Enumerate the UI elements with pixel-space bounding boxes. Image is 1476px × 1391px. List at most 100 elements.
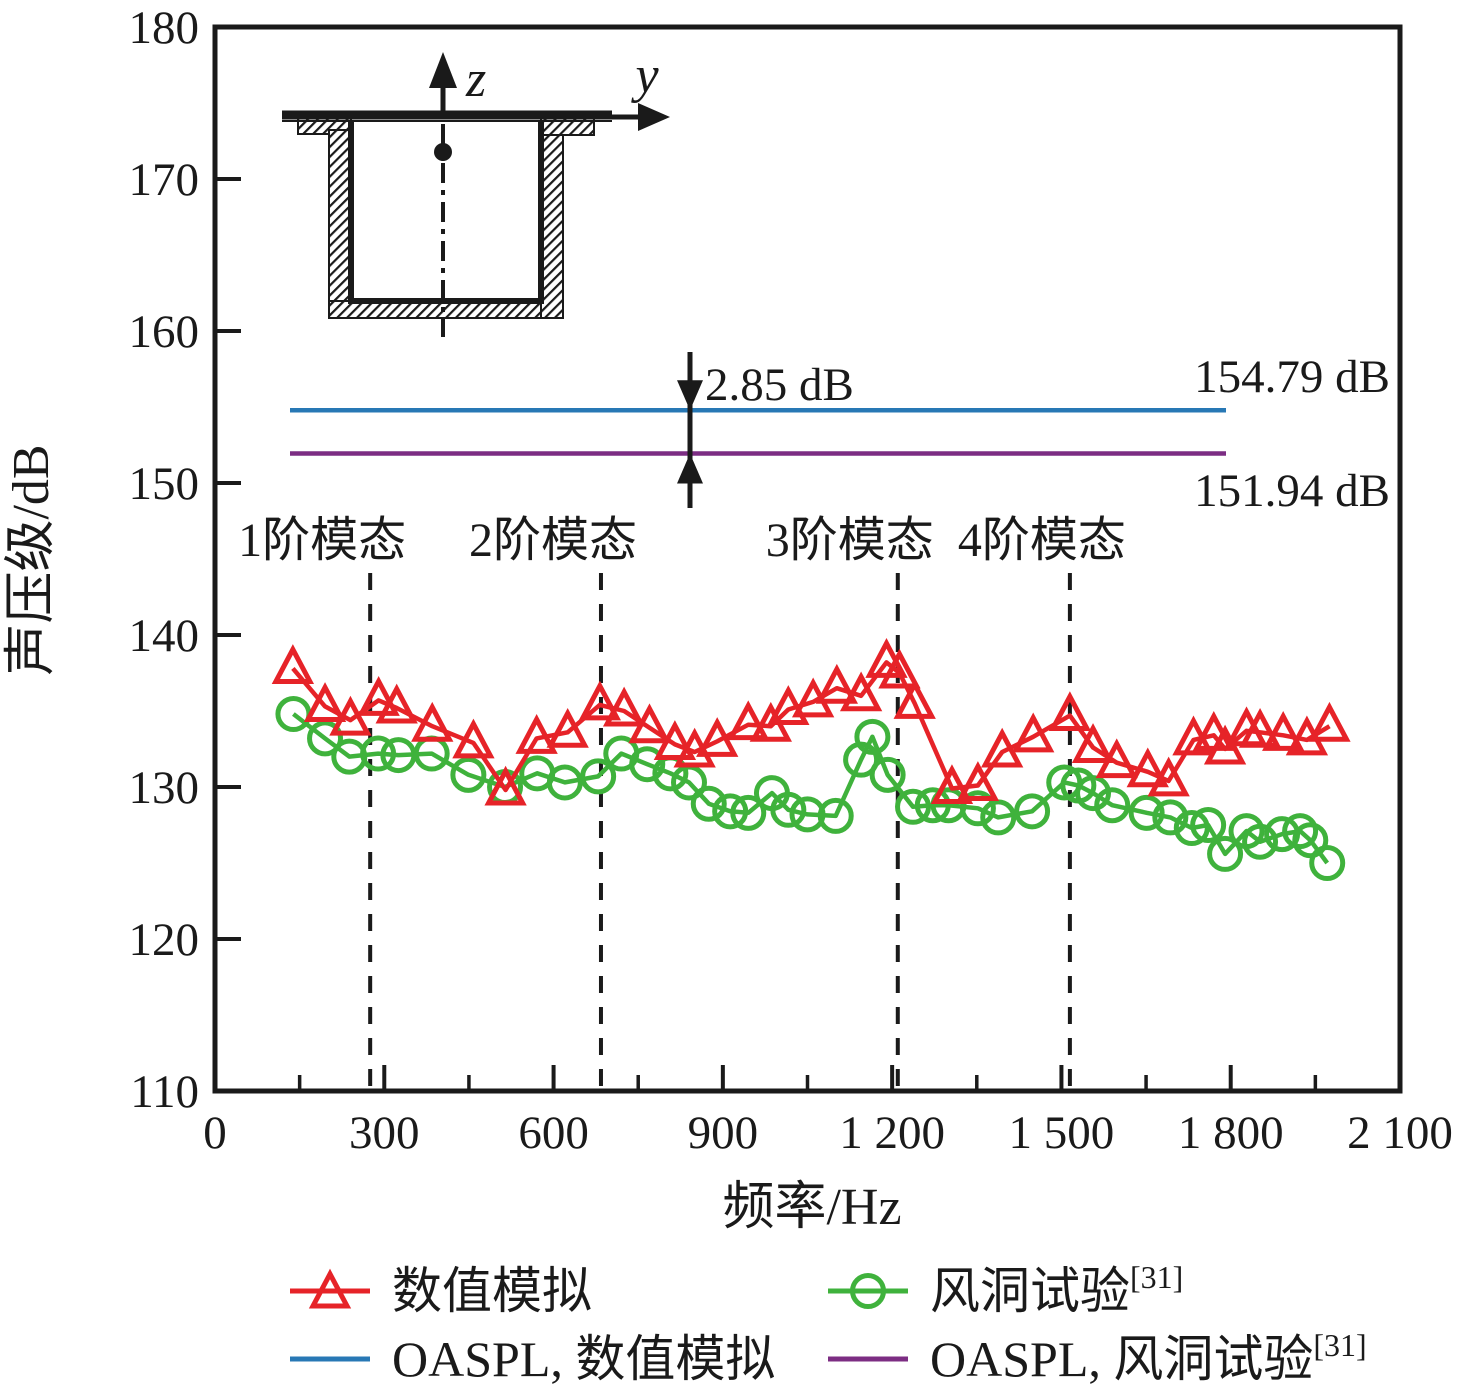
- triangle-marker: [578, 680, 622, 721]
- x-tick-label: 300: [349, 1107, 420, 1159]
- inset-y-axis-label: y: [630, 47, 659, 104]
- circle-marker: [1190, 807, 1227, 843]
- circle-marker: [546, 764, 583, 801]
- series-numerical-simulation: [271, 638, 1351, 806]
- triangle-marker: [1095, 738, 1138, 779]
- circle-marker: [1207, 835, 1244, 872]
- cavity-right-wall: [540, 117, 564, 319]
- circle-marker: [580, 758, 617, 795]
- triangle-marker: [308, 1268, 352, 1309]
- inset-diagram: z y: [282, 47, 670, 337]
- legend-item: 风洞试验[31]: [828, 1259, 1183, 1319]
- mode-label: 1阶模态: [238, 514, 406, 567]
- triangle-marker: [878, 648, 921, 689]
- circle-marker: [854, 718, 891, 755]
- x-tick-label: 1 800: [1178, 1107, 1284, 1159]
- triangle-marker: [1308, 701, 1351, 742]
- circle-marker: [1014, 793, 1051, 830]
- oaspl-exp-value-label: 151.94 dB: [1194, 465, 1390, 517]
- circle-marker: [770, 791, 807, 828]
- x-axis-label: 频率/Hz: [722, 1179, 901, 1236]
- circle-marker: [1128, 794, 1165, 831]
- x-tick-label: 900: [688, 1107, 759, 1159]
- legend-label-superscript: [31]: [1130, 1259, 1183, 1295]
- y-tick-label: 180: [129, 2, 200, 54]
- triangle-marker: [303, 682, 347, 722]
- triangle-marker: [981, 727, 1024, 768]
- circle-marker: [307, 720, 344, 757]
- circle-marker: [1282, 813, 1319, 850]
- y-tick-label: 130: [129, 762, 200, 814]
- circle-marker: [1075, 775, 1112, 812]
- triangle-marker: [1262, 710, 1305, 751]
- mode-label: 4阶模态: [958, 514, 1126, 567]
- y-tick-label: 170: [129, 154, 200, 206]
- circle-marker: [959, 790, 996, 827]
- triangle-marker: [815, 663, 859, 704]
- data-series: [271, 638, 1351, 881]
- oaspl-lines: [290, 352, 1226, 508]
- legend-label: 数值模拟: [392, 1263, 592, 1319]
- x-tick-label: 0: [203, 1107, 227, 1159]
- circle-marker: [712, 793, 749, 830]
- legend-item: OASPL, 数值模拟: [290, 1331, 775, 1387]
- circle-marker: [817, 797, 854, 834]
- plot-frame: [212, 24, 1403, 1094]
- circle-marker: [690, 785, 727, 822]
- triangle-marker: [452, 718, 495, 759]
- triangle-marker: [1126, 747, 1169, 788]
- circle-marker: [895, 788, 932, 825]
- triangle-marker: [930, 764, 974, 805]
- legend-label-superscript: [31]: [1313, 1327, 1366, 1363]
- delta-annotation-label: 2.85 dB: [705, 359, 854, 411]
- y-tick-label: 140: [129, 610, 200, 662]
- triangle-marker: [893, 679, 936, 719]
- y-tick-label: 150: [129, 458, 200, 510]
- delta-arrow-down-head: [677, 380, 703, 411]
- delta-arrow-up-head: [677, 453, 703, 484]
- circle-marker: [450, 756, 487, 793]
- legend-label: OASPL, 数值模拟: [392, 1331, 775, 1387]
- triangle-marker: [411, 701, 454, 742]
- legend-label: OASPL, 风洞试验[31]: [930, 1327, 1367, 1387]
- legend-item: OASPL, 风洞试验[31]: [828, 1327, 1367, 1387]
- circle-marker: [980, 799, 1017, 836]
- z-axis-arrow-head: [429, 52, 457, 88]
- triangle-marker: [1012, 712, 1055, 753]
- inset-z-axis-label: z: [465, 51, 486, 108]
- monitor-point-dot: [434, 143, 452, 161]
- triangle-marker: [329, 695, 372, 736]
- triangle-marker: [696, 717, 739, 757]
- circle-marker: [1292, 822, 1329, 859]
- triangle-marker: [515, 714, 558, 754]
- y-axis-label: 声压级/dB: [3, 444, 60, 675]
- circle-marker: [629, 746, 666, 783]
- triangle-marker: [727, 700, 770, 741]
- series-wind-tunnel-test: [275, 696, 1346, 881]
- circle-marker: [1173, 810, 1210, 847]
- circle-marker: [1309, 845, 1346, 881]
- axis-ticks: 110 120 130 140 150 160 170 180 0 300 600 900 1 200 1…: [129, 2, 1453, 1159]
- triangle-marker: [602, 686, 646, 727]
- triangle-marker: [1071, 723, 1115, 763]
- triangle-marker: [653, 720, 697, 760]
- y-tick-label: 120: [129, 914, 200, 966]
- circle-marker: [850, 1273, 886, 1309]
- circle-marker: [914, 787, 951, 824]
- circle-marker: [869, 756, 906, 793]
- mode-label: 3阶模态: [766, 514, 934, 567]
- triangle-marker: [956, 761, 1000, 801]
- x-tick-label: 2 100: [1347, 1107, 1453, 1159]
- triangle-marker: [1147, 756, 1190, 797]
- circle-marker: [1152, 799, 1189, 836]
- circle-marker: [730, 794, 767, 831]
- cavity-inner-outline: [348, 121, 544, 304]
- oaspl-sim-value-label: 154.79 dB: [1194, 351, 1390, 403]
- x-tick-label: 1 500: [1009, 1107, 1115, 1159]
- triangle-marker: [839, 671, 883, 712]
- legend-item: 数值模拟: [290, 1263, 592, 1319]
- triangle-marker: [375, 683, 418, 724]
- mode-lines: 1阶模态 2阶模态 3阶模态 4阶模态: [238, 514, 1126, 1088]
- triangle-marker: [484, 765, 527, 806]
